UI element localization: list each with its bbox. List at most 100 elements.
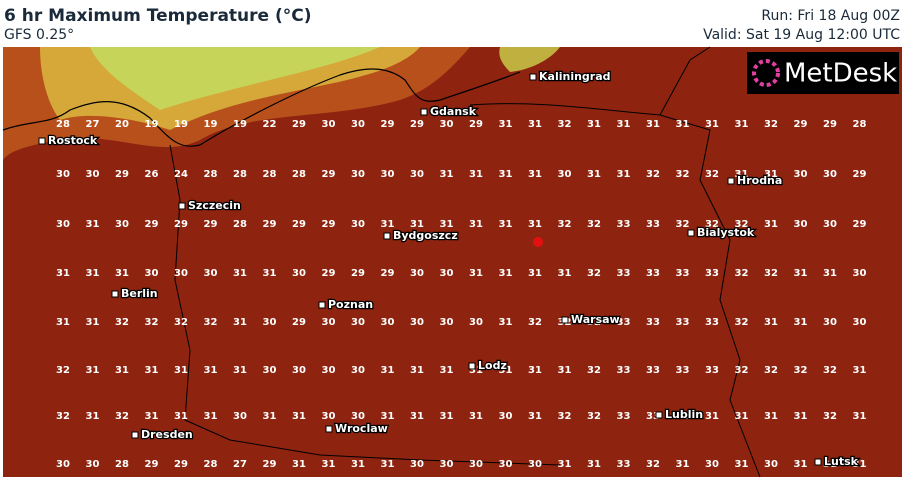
temperature-value: 31 <box>764 411 778 422</box>
temperature-value: 32 <box>587 268 601 279</box>
temperature-value: 33 <box>617 411 631 422</box>
temperature-value: 31 <box>558 365 572 376</box>
border <box>169 144 561 466</box>
temperature-value: 30 <box>558 169 572 180</box>
temperature-value: 32 <box>764 365 778 376</box>
city-marker <box>325 425 333 433</box>
temperature-value: 31 <box>735 169 749 180</box>
temperature-value: 32 <box>528 317 542 328</box>
city-label: Szczecin <box>188 199 241 212</box>
temperature-value: 19 <box>174 119 188 130</box>
temperature-value: 31 <box>764 219 778 230</box>
temperature-value: 30 <box>322 411 336 422</box>
temperature-value: 30 <box>292 365 306 376</box>
map <box>2 46 902 477</box>
temperature-value: 29 <box>292 119 306 130</box>
temperature-value: 30 <box>794 219 808 230</box>
run-time: Run: Fri 18 Aug 00Z <box>761 8 900 24</box>
temperature-value: 32 <box>115 411 129 422</box>
temperature-value: 32 <box>823 365 837 376</box>
temperature-value: 31 <box>499 119 513 130</box>
temperature-value: 32 <box>705 169 719 180</box>
temperature-value: 32 <box>676 169 690 180</box>
temperature-value: 31 <box>853 411 867 422</box>
temperature-value: 31 <box>322 459 336 470</box>
city-marker <box>318 301 326 309</box>
temperature-value: 32 <box>735 317 749 328</box>
temperature-value: 33 <box>617 317 631 328</box>
city-marker <box>383 232 391 240</box>
temperature-value: 28 <box>233 219 247 230</box>
temperature-value: 31 <box>735 459 749 470</box>
temperature-value: 30 <box>381 169 395 180</box>
city-label: Lodz <box>478 359 507 372</box>
logo: MetDesk <box>747 52 899 94</box>
city-label: Gdansk <box>430 105 477 118</box>
temperature-value: 31 <box>735 411 749 422</box>
temperature-value: 31 <box>528 365 542 376</box>
temperature-value: 32 <box>676 411 690 422</box>
temperature-value: 28 <box>56 119 70 130</box>
temperature-value: 31 <box>499 219 513 230</box>
temperature-value: 32 <box>823 411 837 422</box>
temperature-value: 32 <box>204 317 218 328</box>
temperature-value: 30 <box>351 411 365 422</box>
city-marker <box>420 108 428 116</box>
temperature-value: 30 <box>705 459 719 470</box>
temperature-value: 31 <box>115 365 129 376</box>
temperature-value: 30 <box>823 169 837 180</box>
temperature-value: 31 <box>528 411 542 422</box>
temperature-value: 33 <box>646 365 660 376</box>
temperature-value: 33 <box>705 268 719 279</box>
temperature-value: 31 <box>794 317 808 328</box>
temperature-value: 29 <box>794 119 808 130</box>
temperature-value: 30 <box>322 317 336 328</box>
city-label: Poznan <box>328 298 373 311</box>
temperature-value: 29 <box>381 268 395 279</box>
temperature-value: 30 <box>292 268 306 279</box>
temperature-value: 28 <box>292 169 306 180</box>
temperature-value: 33 <box>705 317 719 328</box>
city-label: Bialystok <box>697 226 755 239</box>
temperature-value: 30 <box>263 317 277 328</box>
temperature-value: 33 <box>705 365 719 376</box>
temperature-value: 31 <box>705 119 719 130</box>
logo-icon <box>752 59 780 87</box>
temperature-value: 30 <box>410 459 424 470</box>
temperature-value: 20 <box>115 119 129 130</box>
temperature-value: 24 <box>174 169 188 180</box>
city-label: Rostock <box>48 134 98 147</box>
temperature-value: 32 <box>587 365 601 376</box>
temperature-value: 31 <box>558 459 572 470</box>
border <box>659 46 711 116</box>
temperature-value: 29 <box>174 219 188 230</box>
cool-zone <box>499 47 560 72</box>
temperature-value: 31 <box>823 268 837 279</box>
temperature-value: 32 <box>558 411 572 422</box>
temperature-value: 31 <box>292 459 306 470</box>
temperature-value: 31 <box>292 411 306 422</box>
city-marker <box>468 362 476 370</box>
temperature-value: 31 <box>145 411 159 422</box>
temperature-value: 32 <box>646 459 660 470</box>
temperature-value: 33 <box>676 317 690 328</box>
temperature-value: 29 <box>853 219 867 230</box>
temperature-value: 32 <box>56 365 70 376</box>
temperature-value: 33 <box>646 411 660 422</box>
logo-text: MetDesk <box>784 59 897 89</box>
temperature-value: 29 <box>322 169 336 180</box>
temperature-value: 31 <box>587 169 601 180</box>
temperature-value: 31 <box>764 317 778 328</box>
temperature-value: 31 <box>705 411 719 422</box>
temperature-value: 30 <box>469 317 483 328</box>
temperature-value: 32 <box>735 219 749 230</box>
temperature-value: 31 <box>646 119 660 130</box>
temperature-value: 30 <box>56 169 70 180</box>
temperature-value: 31 <box>469 268 483 279</box>
city-label: Bydgoszcz <box>393 229 458 242</box>
temperature-value: 33 <box>617 459 631 470</box>
temperature-value: 29 <box>292 317 306 328</box>
temperature-value: 31 <box>351 459 365 470</box>
location-marker <box>533 237 543 247</box>
temperature-value: 31 <box>381 219 395 230</box>
